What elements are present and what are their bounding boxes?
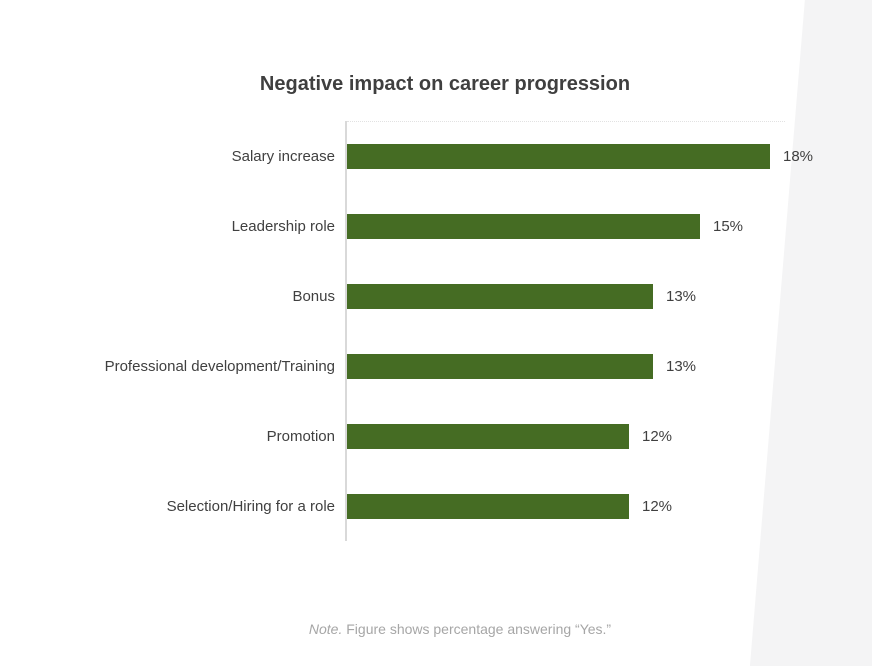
- chart-row: Leadership role 15%: [0, 191, 813, 261]
- plot-top-gridline: [347, 121, 785, 122]
- category-label: Professional development/Training: [104, 357, 335, 375]
- category-label: Leadership role: [231, 217, 335, 235]
- value-label: 12%: [642, 497, 673, 515]
- bar: [347, 143, 770, 169]
- chart-row: Professional development/Training 13%: [0, 331, 813, 401]
- bar-zone: 13%: [345, 331, 696, 401]
- bar: [347, 353, 653, 379]
- bar: [347, 213, 700, 239]
- value-label: 15%: [713, 217, 744, 235]
- bar: [347, 283, 653, 309]
- value-label: 12%: [642, 427, 673, 445]
- category-label: Bonus: [292, 287, 335, 305]
- category-label: Promotion: [266, 427, 335, 445]
- chart-row: Promotion 12%: [0, 401, 813, 471]
- bar: [347, 423, 629, 449]
- value-label: 18%: [783, 147, 814, 165]
- bar-zone: 13%: [345, 261, 696, 331]
- chart-row: Selection/Hiring for a role 12%: [0, 471, 813, 541]
- bar-chart: Salary increase 18% Leadership role 15% Bonu…: [0, 121, 813, 541]
- value-label: 13%: [666, 357, 697, 375]
- bar-zone: 15%: [345, 191, 743, 261]
- note-text: Figure shows percentage answering “Yes.”: [342, 621, 612, 637]
- bar-zone: 12%: [345, 471, 672, 541]
- category-label: Selection/Hiring for a role: [166, 497, 335, 515]
- bar: [347, 493, 629, 519]
- bar-zone: 18%: [345, 121, 813, 191]
- note-prefix: Note.: [308, 621, 343, 637]
- chart-title: Negative impact on career progression: [259, 73, 631, 95]
- category-label: Salary increase: [231, 147, 335, 165]
- chart-row: Salary increase 18%: [0, 121, 813, 191]
- bar-zone: 12%: [345, 401, 672, 471]
- value-label: 13%: [666, 287, 697, 305]
- chart-row: Bonus 13%: [0, 261, 813, 331]
- note: Note. Figure shows percentage answering …: [24, 621, 872, 637]
- chart-rows: Salary increase 18% Leadership role 15% Bonu…: [0, 121, 813, 541]
